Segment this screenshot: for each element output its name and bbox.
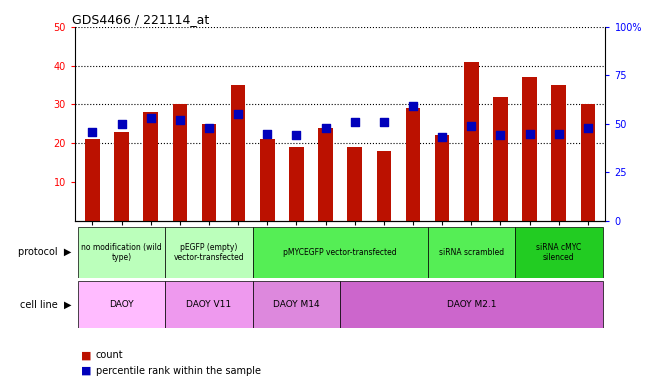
Bar [77,281,165,328]
Text: count: count [96,350,123,360]
Point [379,119,389,125]
Point [291,132,301,139]
Bar [581,104,595,221]
Bar [289,147,304,221]
Bar [493,97,508,221]
Bar [376,151,391,221]
Text: pEGFP (empty)
vector-transfected: pEGFP (empty) vector-transfected [174,243,244,262]
Text: DAOY M14: DAOY M14 [273,300,320,309]
Bar [406,108,421,221]
Bar [253,227,428,278]
Bar [202,124,216,221]
Point [437,134,447,141]
Point [233,111,243,117]
Bar [253,281,340,328]
Point [145,115,156,121]
Text: DAOY: DAOY [109,300,134,309]
Point [117,121,127,127]
Point [174,117,185,123]
Bar [515,227,603,278]
Text: DAOY M2.1: DAOY M2.1 [447,300,496,309]
Point [262,131,273,137]
Bar [464,62,478,221]
Bar [318,128,333,221]
Point [87,129,98,135]
Text: pMYCEGFP vector-transfected: pMYCEGFP vector-transfected [283,248,397,257]
Bar [114,132,129,221]
Bar [165,281,253,328]
Bar [173,104,187,221]
Bar [435,136,449,221]
Text: protocol  ▶: protocol ▶ [18,247,72,258]
Text: percentile rank within the sample: percentile rank within the sample [96,366,260,376]
Point [466,123,477,129]
Bar [165,227,253,278]
Point [320,125,331,131]
Text: cell line  ▶: cell line ▶ [20,299,72,310]
Bar [348,147,362,221]
Bar [428,227,515,278]
Point [495,132,506,139]
Point [553,131,564,137]
Point [350,119,360,125]
Bar [77,227,165,278]
Point [583,125,593,131]
Bar [260,139,275,221]
Point [408,103,418,109]
Bar [143,112,158,221]
Text: no modification (wild
type): no modification (wild type) [81,243,162,262]
Point [525,131,535,137]
Bar [551,85,566,221]
Bar [522,77,537,221]
Point [204,125,214,131]
Bar [85,139,100,221]
Text: ■: ■ [81,350,92,360]
Text: ■: ■ [81,366,92,376]
Text: siRNA scrambled: siRNA scrambled [439,248,504,257]
Text: GDS4466 / 221114_at: GDS4466 / 221114_at [72,13,210,26]
Bar [340,281,603,328]
Text: DAOY V11: DAOY V11 [186,300,232,309]
Text: siRNA cMYC
silenced: siRNA cMYC silenced [536,243,581,262]
Bar [231,85,245,221]
